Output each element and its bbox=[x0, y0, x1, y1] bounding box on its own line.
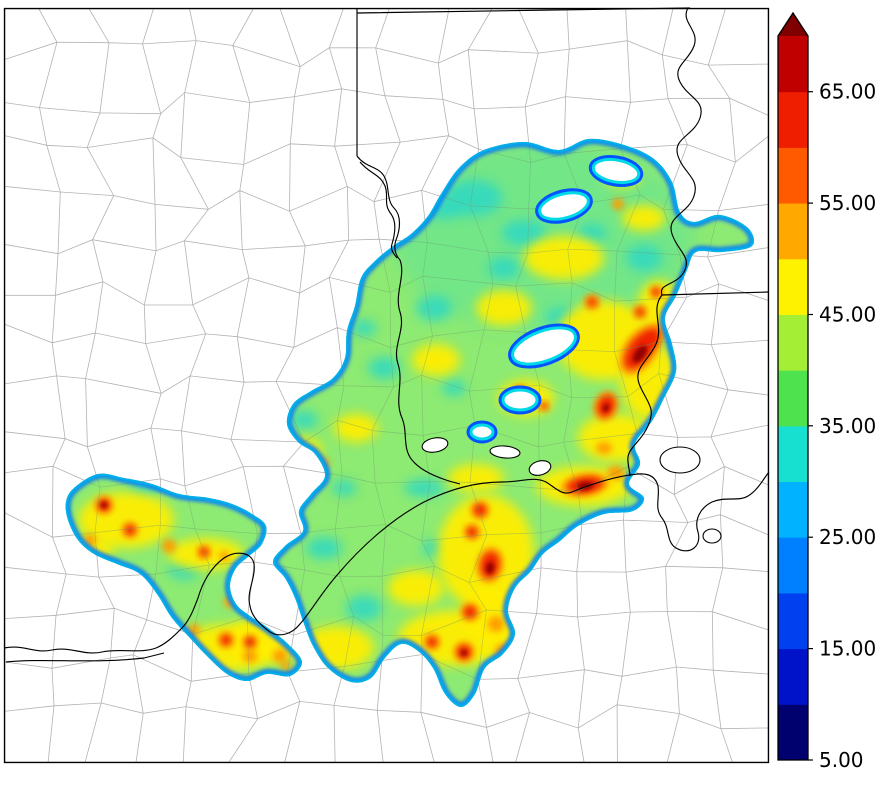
colorbar-segment bbox=[778, 481, 808, 538]
mississippi-river-upper bbox=[660, 7, 702, 296]
field-cyan-patches-patch bbox=[404, 479, 444, 497]
field-darkred-patches-patch bbox=[632, 345, 648, 363]
lake bbox=[528, 460, 552, 476]
field-orange-patches-patch bbox=[281, 661, 291, 671]
map-panel bbox=[3, 7, 770, 764]
colorbar-tick-label: 35.00 bbox=[819, 414, 876, 438]
colorbar-segment bbox=[778, 425, 808, 483]
barrier-island bbox=[5, 652, 165, 663]
field-cyan-patches-patch bbox=[368, 357, 400, 379]
colorbar-segment bbox=[778, 91, 808, 148]
lake bbox=[702, 528, 722, 544]
field-orange-patches-patch bbox=[488, 616, 504, 632]
field-yellow-patches-patch bbox=[412, 344, 460, 376]
field-hole-rim bbox=[535, 188, 593, 224]
field-yellow-patches-patch bbox=[334, 414, 378, 442]
red-river-channel-b bbox=[359, 161, 398, 259]
field-hole bbox=[538, 191, 590, 221]
field-yellow-patches-patch bbox=[476, 290, 532, 326]
field-yellow-patches-patch bbox=[388, 570, 444, 606]
field-hole-rim bbox=[466, 420, 498, 444]
field-yellow-patches-patch bbox=[622, 205, 666, 231]
field-red-patches-patch bbox=[467, 527, 477, 537]
colorbar-segment bbox=[778, 36, 808, 93]
map-frame bbox=[3, 7, 770, 764]
field-cyan-patches-patch bbox=[306, 537, 342, 559]
field-orange-patches-patch bbox=[273, 649, 287, 663]
field-cyan-patches-patch bbox=[626, 245, 662, 271]
lake bbox=[659, 446, 701, 474]
colorbar-segment bbox=[778, 648, 808, 705]
field-cyan-patches-patch bbox=[416, 295, 452, 321]
field-red-patches-patch bbox=[541, 403, 547, 409]
colorbar-segment bbox=[778, 258, 808, 315]
field-red-patches-patch bbox=[464, 606, 476, 618]
field-orange-patches-patch bbox=[612, 198, 624, 210]
colorbar-outline bbox=[777, 11, 809, 761]
colorbar-over-arrow bbox=[778, 13, 808, 36]
field-darkred-patches-patch bbox=[461, 650, 467, 656]
field-cyan-patches-patch bbox=[346, 595, 382, 621]
red-river-channel-a bbox=[356, 155, 401, 261]
colorbar-tick-label: 45.00 bbox=[819, 303, 876, 327]
colorbar-tick-label: 55.00 bbox=[819, 191, 876, 215]
gulf-coastline bbox=[3, 471, 770, 654]
colorbar-segment bbox=[778, 537, 808, 594]
field-darkred-patches-patch bbox=[602, 404, 610, 412]
field-red-patches-patch bbox=[644, 328, 660, 348]
field-red-patches-patch bbox=[474, 504, 486, 516]
field-darkred-patches-patch bbox=[101, 502, 107, 508]
field-orange-patches-patch bbox=[596, 442, 612, 454]
field-orange-patches-patch bbox=[219, 551, 229, 561]
field-cyan-patches-patch bbox=[578, 224, 606, 242]
sabine-river bbox=[396, 259, 461, 485]
colorbar-tick-label: 15.00 bbox=[819, 637, 876, 661]
field-red-patches-patch bbox=[588, 298, 596, 306]
field-cyan-patches-patch bbox=[352, 320, 376, 336]
field-cyan-patches-patch bbox=[332, 480, 356, 496]
colorbar-segment bbox=[778, 370, 808, 427]
state-border-right bbox=[661, 291, 770, 296]
field-red-patches-patch bbox=[652, 288, 660, 296]
field-hole-rim bbox=[588, 154, 644, 188]
colorbar-segment bbox=[778, 704, 808, 761]
field-hole bbox=[501, 388, 539, 412]
field-hole bbox=[511, 326, 577, 366]
colorbar-segment bbox=[778, 314, 808, 371]
field-cyan-patches-patch bbox=[442, 380, 466, 396]
field-yellow-patches-patch bbox=[524, 236, 604, 280]
field-red-patches-patch bbox=[200, 548, 208, 556]
colorbar-segment bbox=[778, 592, 808, 650]
field-orange-patches-patch bbox=[84, 534, 96, 546]
lake bbox=[489, 445, 521, 459]
field-yellow-patches-patch bbox=[464, 586, 516, 646]
field-cyan-patches-patch bbox=[290, 411, 318, 429]
field-orange-patches-patch bbox=[243, 649, 257, 663]
colorbar-segment bbox=[778, 147, 808, 204]
field-cyan-patches-patch bbox=[502, 220, 546, 246]
field-orange-patches-patch bbox=[162, 539, 176, 553]
field-red-patches-patch bbox=[221, 635, 231, 645]
field-red-patches-patch bbox=[636, 308, 644, 316]
field-hole bbox=[591, 157, 641, 185]
field-red-patches-patch bbox=[125, 525, 135, 535]
field-red-patches-patch bbox=[245, 637, 255, 647]
colorbar-tick-label: 5.00 bbox=[819, 748, 864, 772]
field-hole bbox=[469, 423, 495, 441]
colorbar-tick-label: 65.00 bbox=[819, 80, 876, 104]
mississippi-river-lower bbox=[627, 294, 663, 477]
field-hole-rim bbox=[508, 323, 580, 369]
field-red-patches-patch bbox=[427, 637, 437, 647]
colorbar-tick-label: 25.00 bbox=[819, 525, 876, 549]
field-yellow-patches-patch bbox=[448, 464, 504, 492]
colorbar: 65.00 55.00 45.00 35.00 25.00 15.00 5.00 bbox=[777, 11, 876, 772]
field-hole-rim bbox=[498, 385, 542, 415]
field-rim-inner bbox=[65, 138, 755, 707]
colorbar-segment bbox=[778, 203, 808, 260]
field-cyan-patches-patch bbox=[488, 257, 520, 279]
field-darkred-patches-patch bbox=[485, 562, 495, 574]
lake bbox=[421, 437, 449, 453]
